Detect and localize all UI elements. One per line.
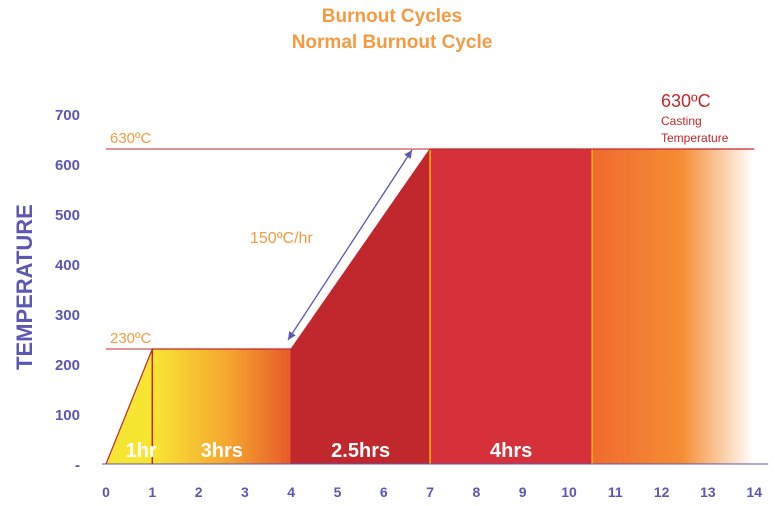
x-tick-12: 12: [654, 484, 670, 500]
chart-subtitle: Normal Burnout Cycle: [291, 32, 493, 53]
x-tick-9: 9: [519, 484, 527, 500]
area-hold-230: [152, 349, 292, 464]
rate-label: 150ºC/hr: [250, 230, 313, 247]
casting-temp-line1: Casting: [661, 114, 702, 128]
casting-temp-value: 630ºC: [661, 91, 711, 111]
ref-label-630: 630ºC: [110, 130, 152, 147]
y-axis-label: TEMPERATURE: [12, 204, 37, 370]
y-tick-6: 600: [55, 157, 80, 174]
y-tick-7: 700: [55, 107, 80, 124]
rate-arrow: [287, 149, 413, 341]
area-ramp-2: [291, 149, 431, 464]
x-tick-4: 4: [287, 484, 295, 500]
area-hold-630: [430, 149, 593, 464]
casting-temp-line2: Temperature: [661, 131, 729, 145]
segment-label-0: 1hr: [126, 440, 157, 462]
segment-label-2: 2.5hrs: [331, 440, 390, 462]
y-tick-0: -: [75, 457, 80, 474]
y-tick-2: 200: [55, 357, 80, 374]
profile-line: [105, 148, 755, 465]
x-tick-10: 10: [561, 484, 577, 500]
y-tick-5: 500: [55, 207, 80, 224]
segment-label-1: 3hrs: [201, 440, 243, 462]
y-tick-3: 300: [55, 307, 80, 324]
x-tick-6: 6: [380, 484, 388, 500]
x-tick-3: 3: [241, 484, 249, 500]
x-tick-14: 14: [746, 484, 762, 500]
x-tick-0: 0: [102, 484, 110, 500]
segment-label-3: 4hrs: [490, 440, 532, 462]
x-tick-2: 2: [195, 484, 203, 500]
y-tick-1: 100: [55, 407, 80, 424]
rate-arrow-head-bottom: [288, 331, 296, 340]
x-tick-13: 13: [700, 484, 716, 500]
x-tick-1: 1: [148, 484, 156, 500]
rate-arrow-head-top: [404, 150, 412, 159]
area-hold-630-fade: [592, 149, 755, 464]
x-tick-5: 5: [334, 484, 342, 500]
x-tick-7: 7: [426, 484, 434, 500]
chart-title: Burnout Cycles: [321, 6, 463, 27]
ref-label-230: 230ºC: [110, 330, 152, 347]
y-tick-4: 400: [55, 257, 80, 274]
x-tick-8: 8: [473, 484, 481, 500]
x-tick-11: 11: [608, 484, 623, 500]
